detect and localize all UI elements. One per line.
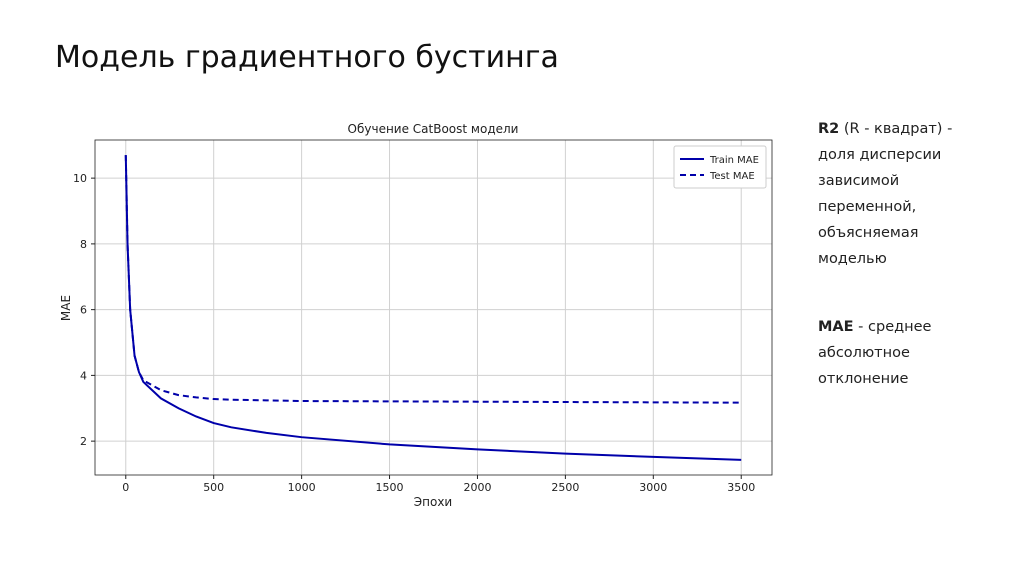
x-tick-label: 1500: [376, 481, 404, 494]
x-tick-label: 3000: [639, 481, 667, 494]
y-tick-label: 4: [80, 369, 87, 382]
x-tick-label: 3500: [727, 481, 755, 494]
x-tick-label: 0: [122, 481, 129, 494]
slide-title: Модель градиентного бустинга: [55, 40, 559, 75]
note: MAE - среднее абсолютное отклонение: [818, 314, 958, 392]
note-text: (R - квадрат) - доля дисперсии зависимой…: [818, 121, 953, 267]
notes: R2 (R - квадрат) - доля дисперсии зависи…: [818, 116, 958, 434]
note-term: R2: [818, 121, 840, 137]
note: R2 (R - квадрат) - доля дисперсии зависи…: [818, 116, 958, 272]
note-term: MAE: [818, 319, 854, 335]
x-tick-label: 2500: [551, 481, 579, 494]
y-tick-label: 10: [73, 172, 87, 185]
y-tick-label: 2: [80, 435, 87, 448]
y-tick-label: 8: [80, 238, 87, 251]
series-line: [124, 155, 742, 461]
x-tick-label: 500: [203, 481, 224, 494]
legend-box: [673, 145, 767, 189]
chart: Обучение CatBoost модели Эпохи MAE 0 500 1…: [59, 122, 773, 509]
x-tick-label: 1000: [288, 481, 316, 494]
y-tick-label: 6: [80, 304, 87, 317]
legend-label: Train MAE: [709, 155, 759, 166]
legend-label: Test MAE: [709, 171, 755, 182]
x-tick-label: 2000: [463, 481, 491, 494]
note-text: - среднее абсолютное отклонение: [818, 319, 932, 387]
x-axis-label: Эпохи: [414, 495, 452, 509]
y-axis-label: MAE: [59, 295, 73, 321]
chart-title: Обучение CatBoost модели: [348, 122, 519, 136]
plot-frame: [94, 139, 773, 476]
series-line: [124, 155, 742, 404]
